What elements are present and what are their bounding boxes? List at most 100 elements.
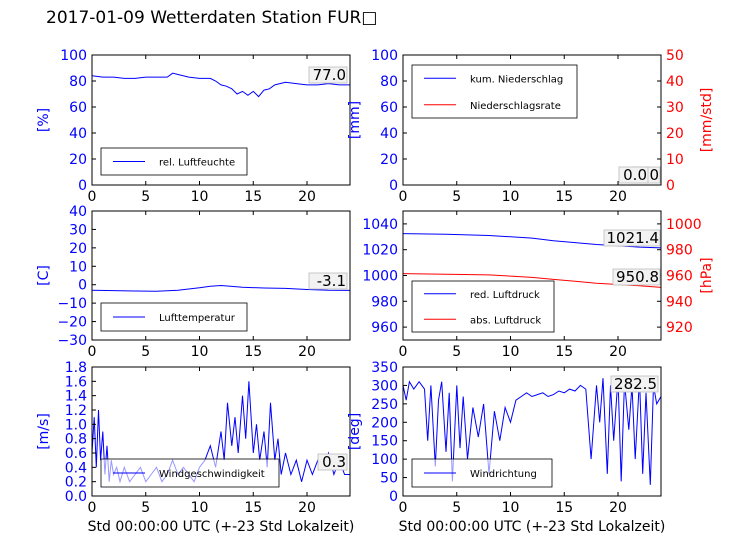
precipitation-ytick-right-label: 0 <box>666 178 675 194</box>
windspeed-ytick-label: 0.2 <box>65 475 87 491</box>
pressure-ylabel-right: [hPa] <box>699 257 715 293</box>
pressure-chart: 0 5 10 15 20 960 980 1000 1020 1040 920 940 960 980 10… <box>362 210 715 360</box>
temperature-ytick-label: 40 <box>69 204 87 220</box>
pressure-xtick-label: 20 <box>609 344 627 360</box>
temperature-xtick-label: 10 <box>191 344 209 360</box>
pressure-annotation-box <box>603 229 661 247</box>
winddirection-ytick-label: 200 <box>371 415 398 431</box>
humidity-annotation-box <box>308 66 348 84</box>
humidity-ytick-label: 60 <box>69 100 87 116</box>
windspeed-xtick-label: 20 <box>298 500 316 516</box>
precipitation-ytick-label: 60 <box>380 100 398 116</box>
humidity-xtick-label: 15 <box>244 189 262 205</box>
precipitation-ytick-label: 100 <box>371 48 398 64</box>
winddirection-xlabel: Std 00:00:00 UTC (+-23 Std Lokalzeit) <box>399 519 666 535</box>
windspeed-xtick-label: 15 <box>244 500 262 516</box>
pressure-ytick-right-label: 1000 <box>666 217 702 233</box>
precipitation-xtick-label: 5 <box>452 189 461 205</box>
pressure-ytick-label: 1020 <box>362 243 398 259</box>
winddirection-ytick-label: 250 <box>371 397 398 413</box>
winddirection-ytick-label: 300 <box>371 378 398 394</box>
winddirection-annotation-label: 282.5 <box>614 375 657 393</box>
precipitation-xtick-label: 15 <box>555 189 573 205</box>
windspeed-ytick-label: 1.0 <box>65 417 87 433</box>
precipitation-xtick-label: 10 <box>502 189 520 205</box>
humidity-ytick-label: 80 <box>69 74 87 90</box>
winddirection-xtick-label: 15 <box>555 500 573 516</box>
pressure-xtick-label: 0 <box>399 344 408 360</box>
precipitation-annotation-label: 0.0 <box>623 166 647 184</box>
winddirection-legend-label: Windrichtung <box>470 469 537 480</box>
precipitation-xtick-label: 20 <box>609 189 627 205</box>
windspeed-annotation-box <box>317 453 348 471</box>
humidity-legend-label: rel. Luftfeuchte <box>159 158 235 169</box>
precipitation-ytick-label: 80 <box>380 74 398 90</box>
figure-title: 2017-01-09 Wetterdaten Station FUR□ <box>46 8 378 28</box>
windspeed-ytick-label: 1.6 <box>65 374 87 390</box>
pressure-ytick-right-label: 920 <box>666 320 693 336</box>
pressure-legend-box <box>411 280 555 333</box>
winddirection-xtick-label: 10 <box>502 500 520 516</box>
winddirection-ytick-label: 350 <box>371 360 398 376</box>
pressure-xtick-label: 15 <box>555 344 573 360</box>
humidity-xtick-label: 20 <box>298 189 316 205</box>
temperature-annotation-box <box>308 272 348 290</box>
precipitation-legend-box <box>411 64 578 119</box>
windspeed-ytick-label: 0.6 <box>65 446 87 462</box>
temperature-chart: 0 5 10 15 20 −30 −20 −10 0 10 20 30 40 [C] Lufttempera… <box>36 204 351 360</box>
winddirection-ytick-label: 0 <box>389 489 398 505</box>
temperature-xtick-label: 15 <box>244 344 262 360</box>
temperature-ytick-label: 10 <box>69 259 87 275</box>
precipitation-ytick-label: 0 <box>389 178 398 194</box>
pressure-ytick-label: 1000 <box>362 269 398 285</box>
windspeed-xtick-label: 10 <box>191 500 209 516</box>
windspeed-ytick-label: 1.8 <box>65 360 87 376</box>
temperature-xtick-label: 5 <box>141 344 150 360</box>
precipitation-ytick-right-label: 30 <box>666 100 684 116</box>
winddirection-xtick-label: 20 <box>609 500 627 516</box>
winddirection-annotation-box <box>610 375 659 393</box>
precipitation-ytick-right-label: 50 <box>666 48 684 64</box>
precipitation-chart: 0 5 10 15 20 0 20 40 60 80 100 0 10 20 30 40 50 [mm] [mm/s… <box>347 48 715 205</box>
windspeed-ylabel: [m/s] <box>36 413 52 450</box>
pressure-annotation-box <box>612 268 661 286</box>
winddirection-ytick-label: 150 <box>371 434 398 450</box>
precipitation-ytick-label: 20 <box>380 152 398 168</box>
pressure-legend-label: abs. Luftdruck <box>470 315 541 326</box>
temperature-plot-frame <box>91 210 351 341</box>
pressure-ytick-label: 980 <box>371 294 398 310</box>
winddirection-xtick-label: 5 <box>452 500 461 516</box>
windspeed-ytick-label: 0.0 <box>65 489 87 505</box>
windspeed-annotation-label: 0.3 <box>322 453 346 471</box>
precipitation-ytick-right-label: 20 <box>666 126 684 142</box>
windspeed-chart: 0 5 10 15 20 0.00.20.40.60.81.01.21.41.61.8 [m… <box>36 360 354 535</box>
temperature-ytick-label: 20 <box>69 241 87 257</box>
humidity-ytick-label: 0 <box>78 178 87 194</box>
temperature-ytick-label: −30 <box>57 333 87 349</box>
winddirection-plot-frame <box>402 366 662 497</box>
humidity-ytick-label: 20 <box>69 152 87 168</box>
humidity-ylabel: [%] <box>36 108 52 132</box>
humidity-chart: 0 5 10 15 20 0 20 40 60 80 100 [%] rel. Luftfeuchte 7… <box>36 48 351 205</box>
temperature-xtick-label: 20 <box>298 344 316 360</box>
temperature-ytick-label: 0 <box>78 278 87 294</box>
windspeed-xtick-label: 5 <box>141 500 150 516</box>
windspeed-xtick-label: 0 <box>88 500 97 516</box>
precipitation-legend-label: Niederschlagsrate <box>470 101 561 112</box>
precipitation-ytick-label: 40 <box>380 126 398 142</box>
pressure-xtick-label: 5 <box>452 344 461 360</box>
humidity-annotation-label: 77.0 <box>313 66 346 84</box>
windspeed-ytick-label: 1.4 <box>65 389 87 405</box>
humidity-xtick-label: 0 <box>88 189 97 205</box>
temperature-series-line-0 <box>92 284 350 292</box>
windspeed-ytick-label: 1.2 <box>65 403 87 419</box>
precipitation-xtick-label: 0 <box>399 189 408 205</box>
winddirection-xtick-label: 0 <box>399 500 408 516</box>
pressure-xtick-label: 10 <box>502 344 520 360</box>
precipitation-ylabel: [mm] <box>347 101 363 139</box>
temperature-ylabel: [C] <box>36 265 52 286</box>
humidity-xtick-label: 5 <box>141 189 150 205</box>
humidity-plot-frame <box>91 54 351 186</box>
